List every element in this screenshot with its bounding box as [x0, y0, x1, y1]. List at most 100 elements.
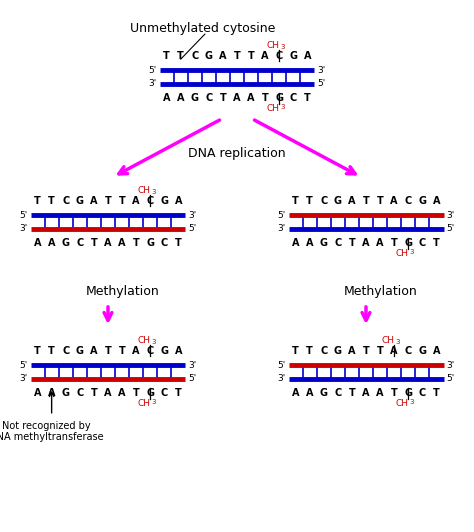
Text: C: C	[320, 196, 328, 206]
Text: C: C	[62, 196, 69, 206]
Text: 3: 3	[395, 339, 400, 345]
Text: A: A	[175, 346, 182, 356]
Text: 5': 5'	[318, 79, 326, 88]
Text: C: C	[320, 346, 328, 356]
Text: A: A	[306, 238, 313, 248]
Text: G: G	[160, 196, 168, 206]
Text: 3': 3'	[189, 211, 197, 220]
Text: A: A	[177, 93, 184, 103]
Text: G: G	[320, 238, 328, 248]
Text: G: G	[289, 51, 297, 61]
Text: G: G	[334, 346, 342, 356]
Text: T: T	[433, 238, 440, 248]
Text: 3: 3	[151, 189, 156, 195]
Text: A: A	[376, 238, 384, 248]
Text: T: T	[292, 346, 299, 356]
Text: T: T	[363, 346, 369, 356]
Text: A: A	[90, 196, 98, 206]
Text: T: T	[391, 388, 398, 398]
Text: T: T	[348, 238, 356, 248]
Text: A: A	[48, 388, 55, 398]
Text: T: T	[248, 51, 255, 61]
Text: A: A	[104, 238, 112, 248]
Text: G: G	[205, 51, 213, 61]
Text: A: A	[306, 388, 313, 398]
Text: T: T	[363, 196, 369, 206]
Text: C: C	[205, 93, 212, 103]
Text: DNA replication: DNA replication	[188, 147, 286, 161]
Text: 5': 5'	[189, 225, 197, 233]
Text: T: T	[34, 346, 41, 356]
Text: C: C	[334, 388, 341, 398]
Text: G: G	[62, 388, 70, 398]
Text: 3': 3'	[447, 361, 455, 370]
Text: T: T	[175, 238, 182, 248]
Text: G: G	[320, 388, 328, 398]
Text: C: C	[146, 346, 154, 356]
Text: A: A	[118, 388, 126, 398]
Text: Unmethylated cytosine: Unmethylated cytosine	[130, 22, 275, 35]
Text: A: A	[362, 238, 370, 248]
Text: G: G	[146, 238, 154, 248]
Text: A: A	[90, 346, 98, 356]
Text: 5': 5'	[189, 374, 197, 383]
Text: C: C	[161, 238, 168, 248]
Text: T: T	[175, 388, 182, 398]
Text: T: T	[292, 196, 299, 206]
Text: C: C	[146, 196, 154, 206]
Text: A: A	[292, 388, 299, 398]
Text: T: T	[34, 196, 41, 206]
Text: 3: 3	[409, 249, 414, 255]
Text: G: G	[419, 346, 427, 356]
Text: A: A	[175, 196, 182, 206]
Text: CH: CH	[266, 41, 279, 50]
Text: 5': 5'	[277, 361, 285, 370]
Text: 5': 5'	[277, 211, 285, 220]
Text: 3': 3'	[318, 66, 326, 75]
Text: T: T	[163, 51, 170, 61]
Text: 3': 3'	[148, 79, 156, 88]
Text: A: A	[34, 388, 41, 398]
Text: G: G	[160, 346, 168, 356]
Text: T: T	[177, 51, 184, 61]
Text: 3': 3'	[19, 374, 27, 383]
Text: C: C	[76, 388, 83, 398]
Text: 5': 5'	[447, 225, 455, 233]
Text: C: C	[276, 51, 283, 61]
Text: 5': 5'	[148, 66, 156, 75]
Text: A: A	[376, 388, 384, 398]
Text: A: A	[132, 196, 140, 206]
Text: 3: 3	[409, 399, 414, 405]
Text: T: T	[105, 346, 111, 356]
Text: A: A	[391, 196, 398, 206]
Text: 3': 3'	[277, 374, 285, 383]
Text: T: T	[48, 346, 55, 356]
Text: T: T	[377, 196, 383, 206]
Text: C: C	[62, 346, 69, 356]
Text: A: A	[391, 346, 398, 356]
Text: 3: 3	[151, 339, 156, 345]
Text: A: A	[219, 51, 227, 61]
Text: G: G	[62, 238, 70, 248]
Text: A: A	[433, 346, 440, 356]
Text: A: A	[118, 238, 126, 248]
Text: 3: 3	[151, 399, 156, 405]
Text: A: A	[348, 196, 356, 206]
Text: CH: CH	[266, 104, 279, 113]
Text: T: T	[391, 238, 398, 248]
Text: CH: CH	[137, 186, 150, 195]
Text: A: A	[48, 238, 55, 248]
Text: 5': 5'	[447, 374, 455, 383]
Text: A: A	[362, 388, 370, 398]
Text: T: T	[348, 388, 356, 398]
Text: G: G	[275, 93, 283, 103]
Text: G: G	[191, 93, 199, 103]
Text: G: G	[419, 196, 427, 206]
Text: A: A	[247, 93, 255, 103]
Text: CH: CH	[137, 399, 150, 408]
Text: T: T	[118, 346, 126, 356]
Text: CH: CH	[137, 336, 150, 345]
Text: T: T	[91, 238, 97, 248]
Text: T: T	[304, 93, 311, 103]
Text: T: T	[91, 388, 97, 398]
